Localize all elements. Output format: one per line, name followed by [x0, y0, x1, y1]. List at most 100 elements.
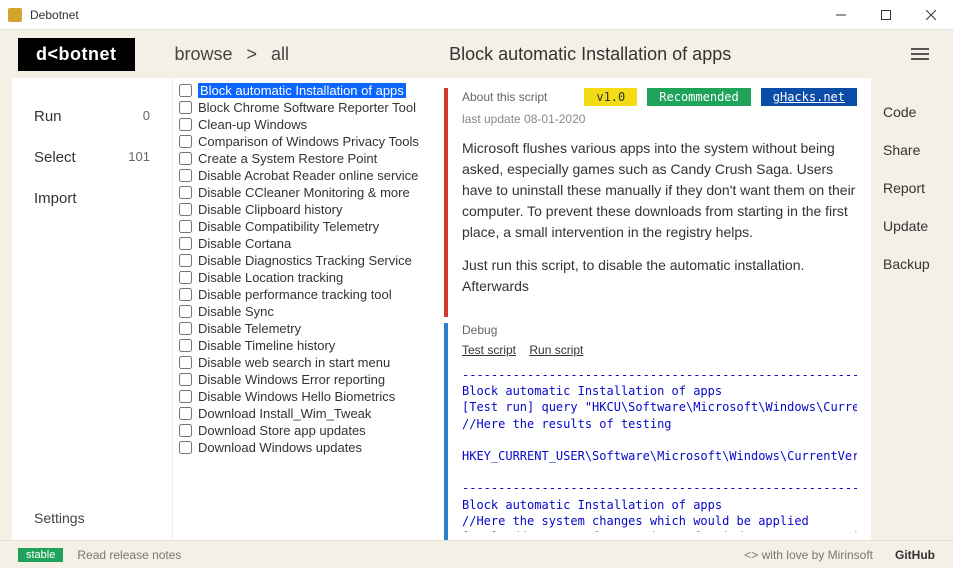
script-item[interactable]: Disable performance tracking tool [175, 286, 432, 303]
script-item[interactable]: Comparison of Windows Privacy Tools [175, 133, 432, 150]
script-item[interactable]: Disable CCleaner Monitoring & more [175, 184, 432, 201]
nav-import[interactable]: Import [12, 178, 172, 219]
side-action-update[interactable]: Update [883, 218, 941, 234]
script-checkbox[interactable] [179, 101, 192, 114]
script-checkbox[interactable] [179, 407, 192, 420]
description-p1: Microsoft flushes various apps into the … [462, 138, 857, 243]
script-item[interactable]: Clean-up Windows [175, 116, 432, 133]
script-label: Download Install_Wim_Tweak [198, 406, 371, 421]
script-checkbox[interactable] [179, 390, 192, 403]
script-label: Clean-up Windows [198, 117, 307, 132]
breadcrumb-all[interactable]: all [271, 44, 289, 65]
script-checkbox[interactable] [179, 254, 192, 267]
maximize-button[interactable] [863, 0, 908, 30]
source-badge[interactable]: gHacks.net [761, 88, 857, 106]
script-checkbox[interactable] [179, 271, 192, 284]
script-label: Disable Compatibility Telemetry [198, 219, 379, 234]
script-label: Disable Acrobat Reader online service [198, 168, 418, 183]
script-checkbox[interactable] [179, 339, 192, 352]
script-item[interactable]: Disable Acrobat Reader online service [175, 167, 432, 184]
script-checkbox[interactable] [179, 186, 192, 199]
script-checkbox[interactable] [179, 441, 192, 454]
script-item[interactable]: Create a System Restore Point [175, 150, 432, 167]
script-checkbox[interactable] [179, 203, 192, 216]
script-checkbox[interactable] [179, 424, 192, 437]
script-checkbox[interactable] [179, 220, 192, 233]
stable-badge: stable [18, 548, 63, 562]
header: d<botnet browse > all Block automatic In… [0, 30, 953, 78]
script-label: Disable Clipboard history [198, 202, 343, 217]
last-update: last update 08-01-2020 [462, 112, 857, 126]
menu-icon[interactable] [905, 42, 935, 66]
script-item[interactable]: Disable Timeline history [175, 337, 432, 354]
logo: d<botnet [18, 38, 135, 71]
script-checkbox[interactable] [179, 135, 192, 148]
breadcrumb-browse[interactable]: browse [175, 44, 233, 65]
test-script-link[interactable]: Test script [462, 343, 516, 357]
side-action-report[interactable]: Report [883, 180, 941, 196]
script-checkbox[interactable] [179, 356, 192, 369]
script-label: Disable CCleaner Monitoring & more [198, 185, 410, 200]
script-item[interactable]: Disable Windows Error reporting [175, 371, 432, 388]
about-label: About this script [462, 90, 547, 104]
close-button[interactable] [908, 0, 953, 30]
script-item[interactable]: Disable Sync [175, 303, 432, 320]
script-checkbox[interactable] [179, 237, 192, 250]
side-action-share[interactable]: Share [883, 142, 941, 158]
script-item[interactable]: Download Install_Wim_Tweak [175, 405, 432, 422]
script-item[interactable]: Block Chrome Software Reporter Tool [175, 99, 432, 116]
nav-label: Run [34, 108, 62, 125]
script-checkbox[interactable] [179, 169, 192, 182]
side-action-code[interactable]: Code [883, 104, 941, 120]
app-icon [8, 8, 22, 22]
nav-sidebar: Run 0 Select 101 Import Settings [12, 78, 172, 540]
script-item[interactable]: Disable Clipboard history [175, 201, 432, 218]
script-label: Block Chrome Software Reporter Tool [198, 100, 416, 115]
script-checkbox[interactable] [179, 152, 192, 165]
script-label: Disable Windows Hello Biometrics [198, 389, 395, 404]
breadcrumb-sep: > [247, 44, 258, 65]
nav-run[interactable]: Run 0 [12, 96, 172, 137]
nav-settings[interactable]: Settings [12, 496, 172, 540]
nav-select[interactable]: Select 101 [12, 137, 172, 178]
github-link[interactable]: GitHub [895, 548, 935, 562]
debug-console[interactable]: ----------------------------------------… [462, 367, 857, 532]
script-item[interactable]: Disable Windows Hello Biometrics [175, 388, 432, 405]
nav-count: 101 [128, 149, 150, 166]
script-item[interactable]: Download Windows updates [175, 439, 432, 456]
run-script-link[interactable]: Run script [529, 343, 583, 357]
script-label: Disable performance tracking tool [198, 287, 392, 302]
minimize-button[interactable] [818, 0, 863, 30]
script-label: Create a System Restore Point [198, 151, 377, 166]
script-checkbox[interactable] [179, 288, 192, 301]
script-checkbox[interactable] [179, 373, 192, 386]
script-checkbox[interactable] [179, 118, 192, 131]
page-title: Block automatic Installation of apps [449, 44, 865, 65]
script-label: Disable Telemetry [198, 321, 301, 336]
footer: stable Read release notes <> with love b… [0, 540, 953, 568]
script-item[interactable]: Block automatic Installation of apps [175, 82, 432, 99]
side-action-backup[interactable]: Backup [883, 256, 941, 272]
script-checkbox[interactable] [179, 305, 192, 318]
script-item[interactable]: Disable Diagnostics Tracking Service [175, 252, 432, 269]
script-label: Disable web search in start menu [198, 355, 390, 370]
script-label: Disable Sync [198, 304, 274, 319]
script-item[interactable]: Disable Compatibility Telemetry [175, 218, 432, 235]
detail-pane: About this script v1.0 Recommended gHack… [434, 78, 871, 540]
script-item[interactable]: Disable web search in start menu [175, 354, 432, 371]
nav-label: Import [34, 190, 77, 207]
script-checkbox[interactable] [179, 84, 192, 97]
breadcrumb[interactable]: browse > all [175, 44, 290, 65]
script-item[interactable]: Download Store app updates [175, 422, 432, 439]
script-checkbox[interactable] [179, 322, 192, 335]
script-item[interactable]: Disable Cortana [175, 235, 432, 252]
credit: <> with love by Mirinsoft [744, 548, 873, 562]
version-badge: v1.0 [584, 88, 637, 106]
script-list[interactable]: Block automatic Installation of apps Bloc… [172, 78, 434, 540]
script-item[interactable]: Disable Location tracking [175, 269, 432, 286]
script-item[interactable]: Disable Telemetry [175, 320, 432, 337]
release-notes-link[interactable]: Read release notes [77, 548, 181, 562]
script-label: Disable Diagnostics Tracking Service [198, 253, 412, 268]
script-label: Block automatic Installation of apps [198, 83, 406, 98]
script-label: Disable Timeline history [198, 338, 335, 353]
